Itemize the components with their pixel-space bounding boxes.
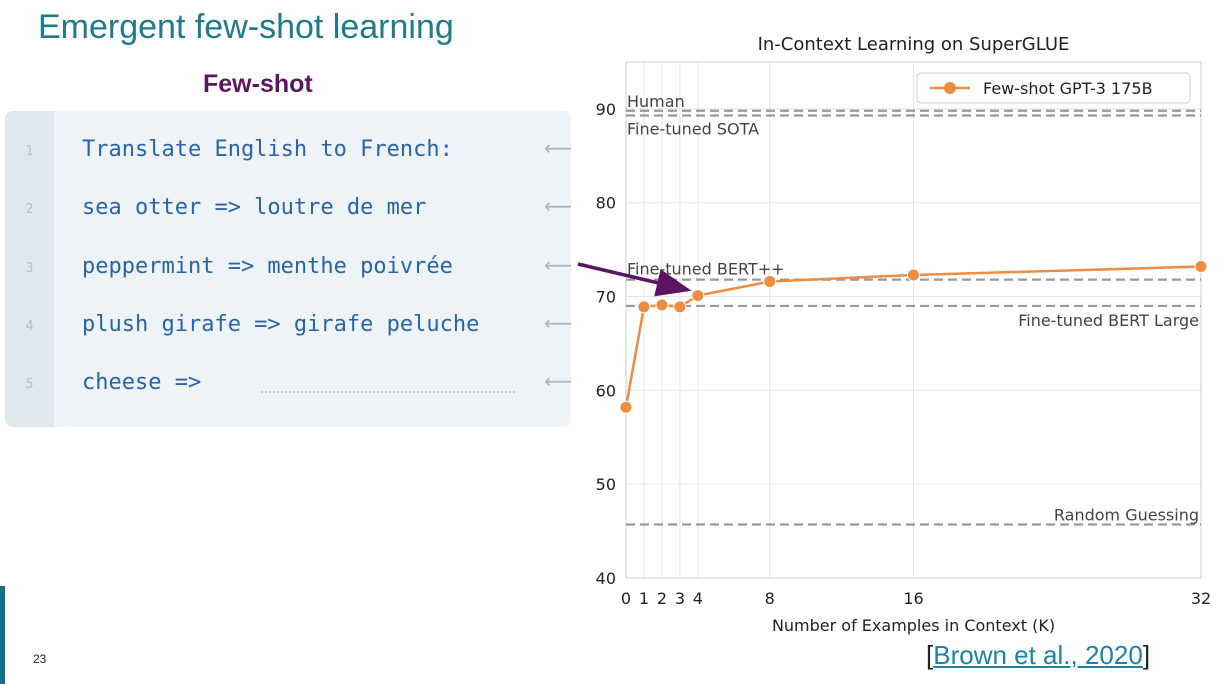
data-point bbox=[637, 300, 651, 314]
code-text: plush girafe => girafe peluche bbox=[82, 312, 480, 337]
code-line-1: 1 Translate English to French: ⟵ bbox=[5, 134, 571, 174]
legend-marker bbox=[944, 82, 956, 94]
x-tick-label: 2 bbox=[657, 589, 667, 608]
x-tick-label: 0 bbox=[621, 589, 631, 608]
code-text: peppermint => menthe poivrée bbox=[82, 254, 453, 279]
code-line-4: 4 plush girafe => girafe peluche ⟵ bbox=[5, 309, 571, 349]
reference-line-label: Human bbox=[627, 92, 685, 111]
code-text: Translate English to French: bbox=[82, 137, 453, 162]
line-number-gutter bbox=[5, 111, 54, 427]
accent-bar bbox=[0, 586, 5, 684]
y-tick-label: 80 bbox=[596, 194, 616, 213]
y-tick-label: 50 bbox=[596, 475, 616, 494]
data-point bbox=[673, 300, 687, 314]
left-arrow-icon: ⟵ bbox=[544, 136, 571, 160]
reference-line-label: Fine-tuned BERT++ bbox=[627, 260, 785, 279]
line-number: 3 bbox=[25, 261, 34, 276]
y-tick-label: 60 bbox=[596, 381, 616, 400]
legend-box bbox=[916, 72, 1191, 104]
page-number: 23 bbox=[33, 652, 47, 666]
code-text: sea otter => loutre de mer bbox=[82, 195, 427, 220]
data-point bbox=[619, 400, 633, 414]
x-tick-label: 8 bbox=[765, 589, 775, 608]
x-tick-label: 16 bbox=[903, 589, 923, 608]
data-point bbox=[907, 268, 920, 282]
reference-line-label: Random Guessing bbox=[1054, 506, 1199, 525]
plot-frame bbox=[625, 61, 1202, 579]
prompt-code-panel: 1 Translate English to French: ⟵ 2 sea o… bbox=[5, 111, 571, 427]
left-arrow-icon: ⟵ bbox=[544, 253, 571, 277]
reference-line-label: Fine-tuned BERT Large bbox=[1018, 311, 1199, 330]
x-tick-label: 32 bbox=[1191, 589, 1211, 608]
x-axis-label: Number of Examples in Context (K) bbox=[772, 616, 1055, 635]
slide-title: Emergent few-shot learning bbox=[38, 8, 454, 46]
few-shot-heading: Few-shot bbox=[203, 70, 313, 98]
data-point bbox=[763, 275, 777, 289]
citation-link[interactable]: Brown et al., 2020 bbox=[933, 640, 1143, 670]
line-number: 1 bbox=[25, 144, 34, 159]
data-point bbox=[691, 289, 705, 303]
x-tick-label: 4 bbox=[693, 589, 703, 608]
data-point bbox=[655, 298, 669, 312]
x-tick-label: 3 bbox=[675, 589, 685, 608]
legend-label: Few-shot GPT-3 175B bbox=[983, 79, 1153, 98]
data-point bbox=[1194, 260, 1208, 274]
answer-blank bbox=[261, 391, 515, 393]
code-line-3: 3 peppermint => menthe poivrée ⟵ bbox=[5, 251, 571, 291]
reference-line-label: Fine-tuned SOTA bbox=[627, 119, 759, 138]
code-line-5: 5 cheese => ⟵ bbox=[5, 367, 571, 407]
citation-open-bracket: [ bbox=[926, 640, 934, 670]
left-arrow-icon: ⟵ bbox=[544, 194, 571, 218]
line-number: 2 bbox=[25, 202, 34, 217]
chart-title: In-Context Learning on SuperGLUE bbox=[758, 34, 1070, 55]
line-number: 5 bbox=[25, 377, 34, 392]
left-arrow-icon: ⟵ bbox=[544, 369, 571, 393]
x-tick-label: 1 bbox=[639, 589, 649, 608]
citation-close-bracket: ] bbox=[1142, 640, 1151, 670]
y-tick-label: 40 bbox=[596, 569, 616, 588]
line-number: 4 bbox=[25, 319, 34, 334]
code-text: cheese => bbox=[82, 370, 202, 395]
left-arrow-icon: ⟵ bbox=[544, 311, 571, 335]
y-tick-label: 70 bbox=[596, 288, 616, 307]
code-line-2: 2 sea otter => loutre de mer ⟵ bbox=[5, 192, 571, 232]
citation: [Brown et al., 2020] bbox=[926, 640, 1150, 671]
y-tick-label: 90 bbox=[596, 100, 616, 119]
pointer-arrow bbox=[577, 262, 692, 297]
